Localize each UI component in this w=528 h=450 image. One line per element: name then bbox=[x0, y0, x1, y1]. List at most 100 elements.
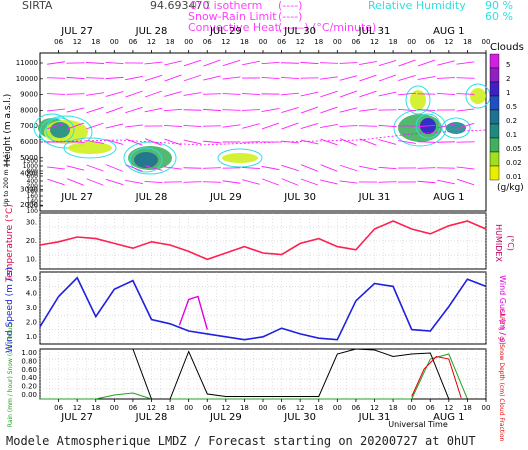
colorbar-tick-label: 5 bbox=[506, 61, 510, 69]
colorbar-swatches: 5 2 1 0.5 0.2 0.1 0.05 0.02 0.01 bbox=[489, 53, 522, 181]
legend-convective-sample: (——) (°C/minute) bbox=[278, 21, 376, 34]
wind-arrow bbox=[280, 77, 300, 79]
colorbar-unit: (g/kg) bbox=[497, 183, 524, 193]
legend-right: Relative Humidity 90 % 60 % bbox=[368, 0, 513, 23]
isotherm-line bbox=[39, 129, 487, 146]
colorbar-tick-label: 0.01 bbox=[506, 173, 522, 181]
wind-arrow bbox=[105, 61, 124, 65]
wind-arrow bbox=[417, 108, 436, 112]
y-tick-label: 30. bbox=[26, 218, 37, 226]
hour-tick-label: 12 bbox=[221, 404, 230, 412]
cloud-blob bbox=[134, 152, 158, 168]
wind-arrow bbox=[320, 138, 338, 146]
hour-tick-label: 06 bbox=[203, 404, 212, 412]
wind-arrow bbox=[358, 125, 378, 127]
height-tick-label: 200 bbox=[27, 183, 39, 190]
rh-contour bbox=[217, 148, 263, 168]
wind-arrow bbox=[47, 122, 65, 130]
wind-arrow bbox=[456, 178, 475, 186]
y-tick-label: 1.0 bbox=[26, 333, 37, 341]
wind-arrow bbox=[417, 59, 436, 67]
wind-arrow bbox=[144, 181, 163, 183]
hour-tick-label: 18 bbox=[240, 38, 249, 46]
day-label: JUL 30 bbox=[283, 412, 316, 423]
wind-arrow bbox=[359, 108, 377, 112]
height-tick-label: 140 bbox=[27, 198, 39, 205]
height-tick-label: 1000 bbox=[23, 163, 38, 170]
day-label-mid: JUL 27 bbox=[60, 192, 93, 203]
wind-arrow bbox=[47, 178, 65, 186]
wind-grid bbox=[39, 272, 487, 344]
hour-tick-label: 18 bbox=[166, 38, 175, 46]
wind-arrow bbox=[242, 123, 260, 129]
hour-tick-label: 00 bbox=[259, 404, 268, 412]
wind-arrow bbox=[144, 165, 163, 171]
hour-tick-label: 00 bbox=[110, 38, 119, 46]
cloud-blob bbox=[446, 122, 466, 134]
wind-arrow bbox=[339, 90, 358, 98]
day-label-mid: JUL 28 bbox=[135, 192, 168, 203]
wind-arrow bbox=[125, 75, 143, 81]
wind-arrow bbox=[261, 178, 280, 186]
height-tick-label: 4000 bbox=[20, 170, 38, 178]
wind-arrow bbox=[397, 109, 417, 111]
wind-arrow bbox=[280, 140, 300, 144]
hour-tick-label: 18 bbox=[91, 38, 100, 46]
wind-arrow bbox=[241, 109, 261, 111]
wind-arrow bbox=[281, 107, 299, 113]
wind-arrow bbox=[437, 60, 455, 66]
height-tick-label: 1500 bbox=[23, 158, 38, 165]
wind-arrow bbox=[144, 138, 163, 146]
y-tick-label: 2.0 bbox=[26, 318, 37, 326]
colorbar-swatch bbox=[489, 67, 500, 83]
hour-tick-label: 12 bbox=[73, 38, 82, 46]
wind-arrow bbox=[280, 92, 300, 96]
wind-arrow bbox=[339, 180, 358, 184]
coord-label: 94.693470 bbox=[150, 0, 210, 12]
precip-grid bbox=[39, 349, 487, 399]
legend-rh-60: 60 % bbox=[485, 10, 513, 23]
wind-arrow bbox=[66, 122, 85, 130]
y-tick-label: 0.00 bbox=[21, 391, 37, 399]
hour-tick-label: 00 bbox=[407, 404, 416, 412]
wind-arrow bbox=[125, 138, 143, 146]
height-tick-label: 400 bbox=[27, 178, 39, 185]
hour-tick-label: 06 bbox=[54, 38, 63, 46]
day-label: JUL 27 bbox=[60, 412, 93, 423]
wind-arrow bbox=[378, 139, 397, 145]
wind-gust-line bbox=[178, 295, 208, 330]
day-label-mid: JUL 29 bbox=[209, 192, 242, 203]
wind-arrow bbox=[417, 141, 436, 143]
height-tick-label: 600 bbox=[27, 173, 39, 180]
wind-arrow bbox=[144, 90, 163, 98]
wind-arrow bbox=[202, 181, 222, 183]
hour-tick-label: 12 bbox=[296, 404, 305, 412]
colorbar-tick-label: 0.2 bbox=[506, 117, 517, 125]
wind-arrow bbox=[300, 164, 319, 172]
day-label-mid: JUL 31 bbox=[358, 192, 391, 203]
hour-tick-label: 00 bbox=[333, 404, 342, 412]
colorbar-swatch bbox=[489, 95, 500, 111]
wind-arrow bbox=[86, 164, 104, 172]
hour-tick-label: 18 bbox=[463, 404, 472, 412]
hour-tick-label: 00 bbox=[259, 38, 268, 46]
colorbar-tick-label: 0.1 bbox=[506, 131, 517, 139]
legend-isotherm: 0°C isotherm bbox=[190, 0, 262, 12]
wind-arrow bbox=[456, 166, 475, 170]
wind-arrow bbox=[202, 167, 222, 169]
hour-tick-label: 06 bbox=[426, 404, 435, 412]
wind-arrow bbox=[398, 140, 416, 144]
hour-tick-label: 18 bbox=[166, 404, 175, 412]
wind-arrow bbox=[183, 59, 202, 67]
day-label: JUL 28 bbox=[135, 26, 168, 37]
hour-tick-label: 00 bbox=[333, 38, 342, 46]
wind-arrow bbox=[144, 74, 163, 82]
wind-arrow bbox=[417, 167, 436, 169]
legend-snowrain: Snow-Rain Limit bbox=[188, 10, 277, 23]
height-tick-label: 160 bbox=[27, 193, 39, 200]
y-tick-label: 3.0 bbox=[26, 304, 37, 312]
hour-tick-label: 18 bbox=[314, 38, 323, 46]
wind-arrow bbox=[66, 107, 85, 113]
